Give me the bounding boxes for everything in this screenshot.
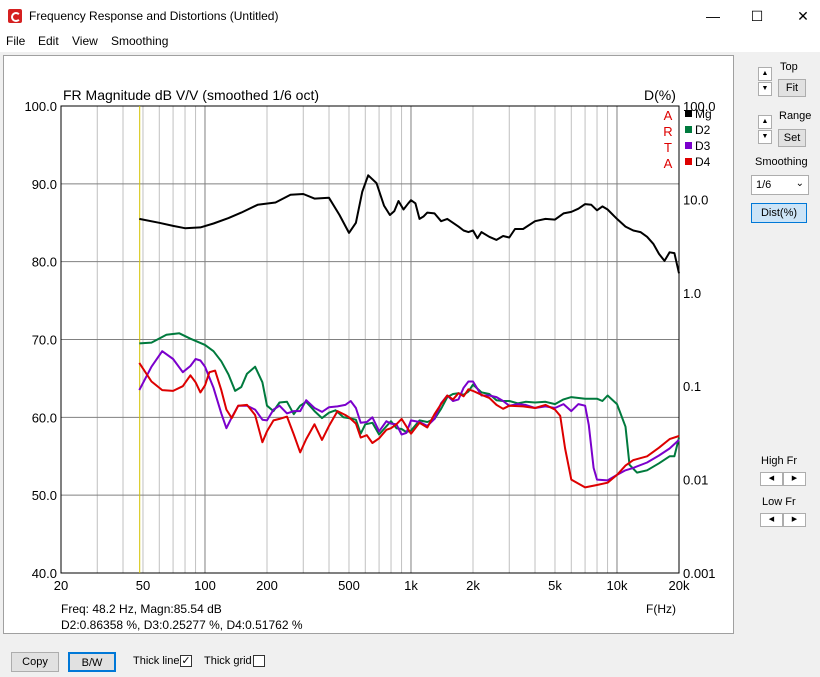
legend-swatch [685, 110, 692, 117]
y-left-tick-label: 100.0 [24, 99, 57, 114]
thickgrid-label: Thick grid [204, 655, 252, 667]
chevron-down-icon: ⌄ [795, 178, 804, 189]
cursor-readout-line2: D2:0.86358 %, D3:0.25277 %, D4:0.51762 % [61, 618, 303, 632]
top-down-spin[interactable]: ▼ [758, 82, 772, 96]
y-right-tick-label: 0.01 [683, 473, 708, 488]
check-icon: ✓ [181, 655, 191, 667]
menu-view[interactable]: View [72, 34, 98, 48]
window-title: Frequency Response and Distortions (Unti… [29, 9, 279, 23]
app-icon [8, 9, 22, 23]
top-label: Top [780, 61, 798, 73]
y-left-tick-label: 60.0 [32, 410, 57, 425]
legend-swatch [685, 126, 692, 133]
x-tick-label: 10k [607, 578, 628, 593]
cursor-readout-line1: Freq: 48.2 Hz, Magn:85.54 dB [61, 602, 222, 616]
y-left-tick-label: 70.0 [32, 333, 57, 348]
thickline-label: Thick line [133, 655, 180, 667]
x-tick-label: 2k [466, 578, 480, 593]
y-left-tick-label: 80.0 [32, 255, 57, 270]
y-right-tick-label: 1.0 [683, 286, 701, 301]
watermark-letter: R [663, 124, 672, 139]
highfr-right-spin[interactable]: ▶ [783, 472, 806, 486]
y-left-tick-label: 40.0 [32, 566, 57, 581]
x-tick-label: 100 [194, 578, 216, 593]
thickgrid-checkbox[interactable] [253, 655, 265, 667]
frequency-response-chart[interactable]: 20 50 100 200 500 1k 2k 5k 10k 20k 100.0 90.0 80.0 70… [4, 56, 733, 633]
menu-file[interactable]: File [6, 34, 26, 48]
legend-swatch [685, 158, 692, 165]
menu-bar: File Edit View Smoothing [0, 32, 820, 52]
range-up-spin[interactable]: ▲ [758, 115, 772, 129]
x-axis-label: F(Hz) [646, 602, 676, 616]
lowfr-label: Low Fr [762, 496, 796, 508]
x-tick-label: 20k [669, 578, 690, 593]
x-tick-label: 20 [54, 578, 68, 593]
watermark-letter: A [664, 156, 673, 171]
minimize-button[interactable]: — [706, 8, 720, 24]
menu-smoothing[interactable]: Smoothing [111, 34, 169, 48]
chart-title: FR Magnitude dB V/V (smoothed 1/6 oct) [63, 87, 319, 103]
y-right-tick-label: 10.0 [683, 192, 708, 207]
series-line-mg [139, 174, 680, 274]
chart-curves [138, 174, 680, 489]
top-up-spin[interactable]: ▲ [758, 67, 772, 81]
smoothing-select[interactable]: 1/6 ⌄ [751, 175, 809, 195]
legend-label: D4 [695, 155, 711, 169]
x-tick-label: 5k [548, 578, 562, 593]
chart-ticks: 20 50 100 200 500 1k 2k 5k 10k 20k 100.0 90.0 80.0 70… [24, 99, 715, 593]
y-left-tick-label: 50.0 [32, 488, 57, 503]
bottom-toolbar: Copy B/W Thick line ✓ Thick grid [0, 640, 820, 677]
y-right-tick-label: 0.1 [683, 379, 701, 394]
series-line-d4 [138, 362, 680, 489]
plot-panel: 20 50 100 200 500 1k 2k 5k 10k 20k 100.0 90.0 80.0 70… [3, 55, 734, 634]
bw-button[interactable]: B/W [68, 652, 116, 672]
lowfr-right-spin[interactable]: ▶ [783, 513, 806, 527]
right-axis-title: D(%) [644, 87, 676, 103]
highfr-left-spin[interactable]: ◀ [760, 472, 783, 486]
thickline-checkbox[interactable]: ✓ [180, 655, 192, 667]
chart-grid [61, 105, 679, 574]
title-bar: Frequency Response and Distortions (Unti… [0, 0, 820, 32]
arta-watermark: A R T A [663, 108, 672, 171]
legend-label: D2 [695, 123, 711, 137]
legend-swatch [685, 142, 692, 149]
range-down-spin[interactable]: ▼ [758, 130, 772, 144]
maximize-button[interactable]: ☐ [750, 7, 764, 24]
chart-legend: Mg D2 D3 D4 [685, 107, 712, 169]
smoothing-value: 1/6 [756, 179, 772, 191]
x-tick-label: 500 [338, 578, 360, 593]
y-left-tick-label: 90.0 [32, 177, 57, 192]
lowfr-left-spin[interactable]: ◀ [760, 513, 783, 527]
x-tick-label: 50 [136, 578, 150, 593]
set-button[interactable]: Set [778, 129, 806, 147]
x-tick-label: 200 [256, 578, 278, 593]
copy-button[interactable]: Copy [11, 652, 59, 672]
watermark-letter: T [664, 140, 672, 155]
x-tick-label: 1k [404, 578, 418, 593]
smoothing-label: Smoothing [755, 156, 808, 168]
plot-frame [60, 105, 680, 574]
series-line-d2 [139, 332, 680, 474]
highfr-label: High Fr [761, 455, 798, 467]
series-line-d3 [138, 350, 680, 482]
menu-edit[interactable]: Edit [38, 34, 59, 48]
legend-label: Mg [695, 107, 712, 121]
watermark-letter: A [664, 108, 673, 123]
dist-toggle-button[interactable]: Dist(%) [751, 203, 807, 223]
range-label: Range [779, 110, 812, 122]
y-right-tick-label: 0.001 [683, 566, 716, 581]
fit-button[interactable]: Fit [778, 79, 806, 97]
legend-label: D3 [695, 139, 711, 153]
close-button[interactable]: ✕ [797, 7, 809, 24]
